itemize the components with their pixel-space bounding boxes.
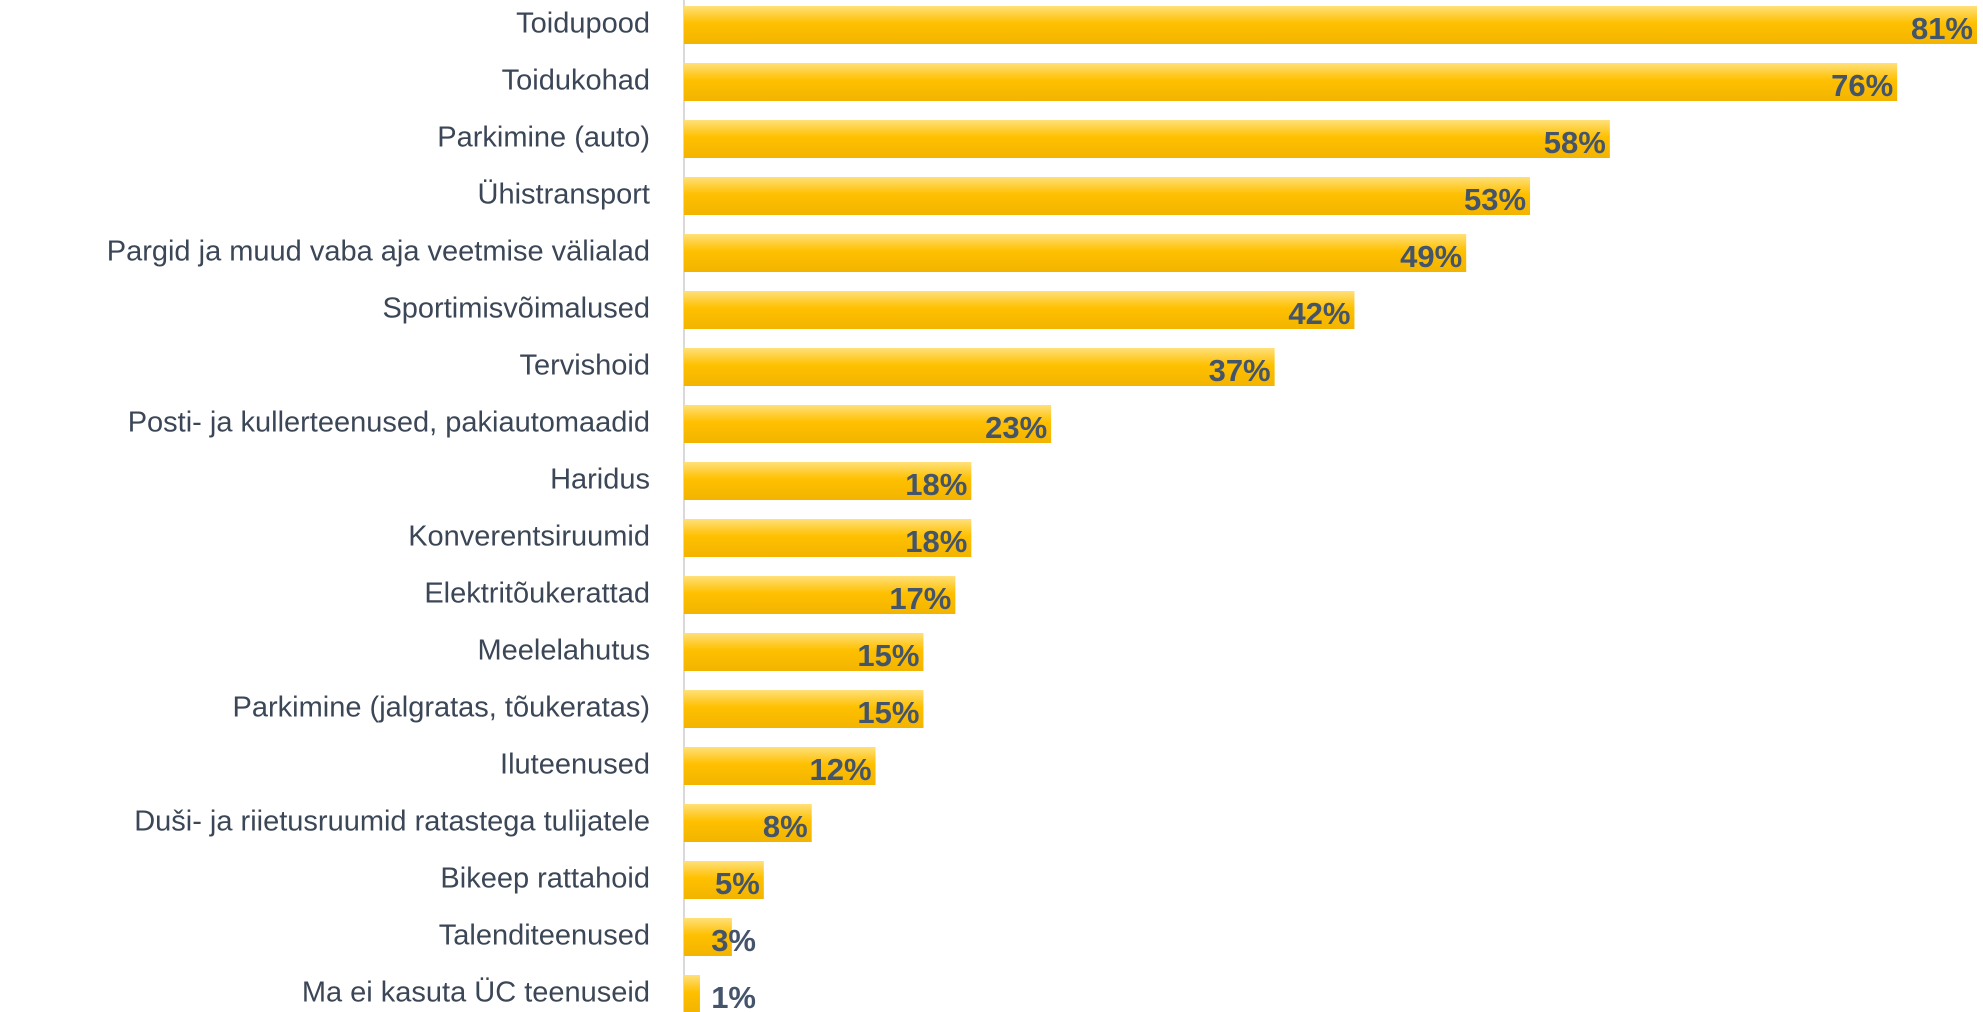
bar: [684, 6, 1977, 44]
category-label: Parkimine (jalgratas, tõukeratas): [233, 692, 650, 724]
bar: [684, 576, 956, 614]
bar: [684, 348, 1275, 386]
category-label: Bikeep rattahoid: [440, 863, 650, 895]
bar: [684, 120, 1610, 158]
category-label: Toidupood: [516, 8, 650, 40]
bar: [684, 975, 700, 1012]
value-label: 49%: [1400, 239, 1462, 274]
bar: [684, 405, 1052, 443]
value-label: 17%: [889, 581, 951, 616]
value-label: 18%: [905, 467, 967, 502]
value-label: 1%: [711, 980, 756, 1012]
bar: [684, 918, 732, 956]
bar: [684, 747, 876, 785]
value-label: 37%: [1209, 353, 1271, 388]
category-label: Iluteenused: [500, 749, 650, 781]
bar: [684, 63, 1898, 101]
category-label: Parkimine (auto): [437, 122, 650, 154]
bar: [684, 804, 812, 842]
category-label: Tervishoid: [519, 350, 650, 382]
value-label: 8%: [763, 809, 808, 844]
bar: [684, 234, 1467, 272]
value-label: 53%: [1464, 182, 1526, 217]
bar: [684, 462, 972, 500]
value-label: 76%: [1831, 68, 1893, 103]
value-label: 5%: [715, 866, 760, 901]
value-label: 18%: [905, 524, 967, 559]
value-label: 15%: [857, 695, 919, 730]
value-label: 12%: [810, 752, 872, 787]
category-label: Ma ei kasuta ÜC teenuseid: [302, 977, 650, 1009]
category-label: Talenditeenused: [439, 920, 650, 952]
category-label: Elektritõukerattad: [424, 578, 650, 610]
value-label: 58%: [1544, 125, 1606, 160]
category-label: Posti- ja kullerteenused, pakiautomaadid: [128, 407, 650, 439]
category-label: Duši- ja riietusruumid ratastega tulijat…: [134, 806, 650, 838]
bar: [684, 633, 924, 671]
bar: [684, 177, 1531, 215]
value-label: 23%: [985, 410, 1047, 445]
value-label: 15%: [857, 638, 919, 673]
value-label: 3%: [711, 923, 756, 958]
category-label: Haridus: [550, 464, 650, 496]
bar: [684, 519, 972, 557]
category-label: Meelelahutus: [478, 635, 651, 667]
bar: [684, 291, 1355, 329]
category-label: Konverentsiruumid: [408, 521, 650, 553]
category-label: Ühistransport: [478, 179, 650, 211]
bar: [684, 861, 764, 899]
category-label: Sportimisvõimalused: [382, 293, 650, 325]
value-label: 42%: [1288, 296, 1350, 331]
category-label: Toidukohad: [502, 65, 650, 97]
category-label: Pargid ja muud vaba aja veetmise väliala…: [107, 236, 650, 268]
value-label: 81%: [1911, 11, 1973, 46]
bar: [684, 690, 924, 728]
